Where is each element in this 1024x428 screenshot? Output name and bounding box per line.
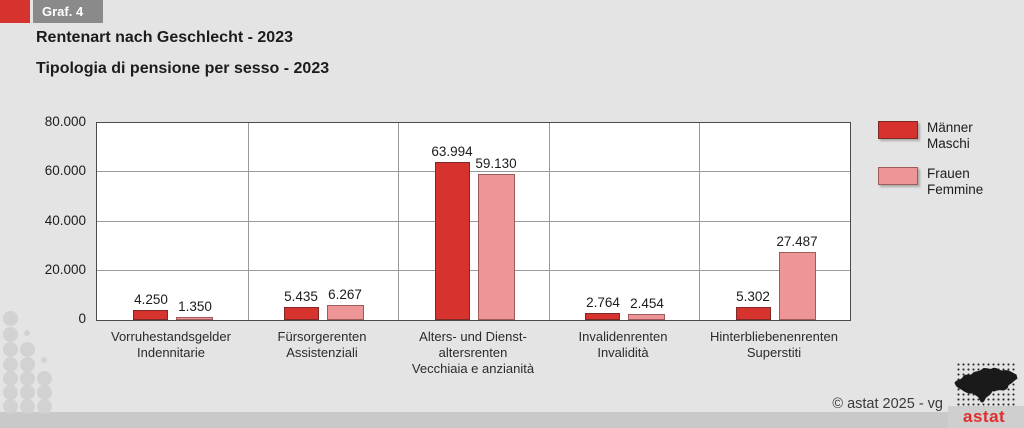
x-axis-category-label: Alters- und Dienst-altersrenten Vecchiaia… <box>398 329 548 377</box>
bar-maenner <box>284 307 319 320</box>
x-axis-category-line: Alters- und Dienst- <box>419 329 527 344</box>
bar-frauen <box>327 305 364 320</box>
south-tyrol-map-icon <box>954 367 1018 403</box>
chart-title-italian: Tipologia di pensione per sesso - 2023 <box>36 60 330 77</box>
x-axis-category-line: Vecchiaia e anzianità <box>411 361 535 376</box>
chart-title-german: Rentenart nach Geschlecht - 2023 <box>36 29 293 46</box>
x-axis-category-line: Invalidità <box>597 345 649 360</box>
x-axis-category-label: Invalidenrenten Invalidità <box>548 329 698 361</box>
astat-logo-band <box>948 406 1024 428</box>
category-separator <box>248 123 249 320</box>
legend-entry: Männer Maschi <box>878 120 983 152</box>
category-separator <box>699 123 700 320</box>
bar-value-label: 5.302 <box>736 289 770 304</box>
decorative-dot <box>20 342 35 357</box>
category-separator <box>549 123 550 320</box>
decorative-dot-small <box>41 357 47 363</box>
x-axis-category-line: Superstiti <box>746 345 802 360</box>
x-axis-category-label: Fürsorgerenten Assistenziali <box>247 329 397 361</box>
y-axis-tick-label: 20.000 <box>44 261 86 277</box>
x-axis-category-label: Hinterbliebenenrenten Superstiti <box>699 329 849 361</box>
legend-label-line: Maschi <box>927 136 970 151</box>
bar-maenner <box>585 313 620 320</box>
decorative-dot <box>3 327 18 342</box>
bar-value-label: 2.454 <box>630 296 664 311</box>
x-axis-category-line: Assistenziali <box>286 345 358 360</box>
red-accent-square <box>0 0 30 23</box>
x-axis-category-line: Hinterbliebenenrenten <box>710 329 838 344</box>
bar-value-label: 4.250 <box>134 292 168 307</box>
decorative-dot <box>20 385 35 400</box>
legend-swatch-frauen <box>878 167 918 185</box>
bar-value-label: 2.764 <box>586 295 620 310</box>
gridline <box>97 220 850 222</box>
decorative-dot <box>3 371 18 386</box>
decorative-dot <box>20 357 35 372</box>
bar-value-label: 59.130 <box>475 156 517 171</box>
legend-label-line: Frauen <box>927 166 970 181</box>
gridline <box>97 171 850 173</box>
decorative-dot <box>3 399 18 414</box>
legend-label-maenner: Männer Maschi <box>927 120 973 152</box>
plot-area: 4.250 5.435 63.994 2.764 5.302 1.350 6.267 59.1… <box>96 122 851 321</box>
bar-frauen <box>478 174 515 320</box>
decorative-dot-small <box>24 330 30 336</box>
astat-logo: astat <box>948 358 1024 428</box>
legend: Männer Maschi Frauen Femmine <box>878 120 983 212</box>
footer-band <box>0 412 1024 428</box>
bar-value-label: 6.267 <box>328 287 362 302</box>
bar-value-label: 1.350 <box>178 299 212 314</box>
graph-number-tag: Graf. 4 <box>33 0 103 23</box>
x-axis-category-line: Indennitarie <box>137 345 205 360</box>
decorative-dot <box>3 311 18 326</box>
bar-value-label: 5.435 <box>284 289 318 304</box>
decorative-dot <box>3 385 18 400</box>
x-axis-category-line: Invalidenrenten <box>578 329 668 344</box>
decorative-dot <box>3 342 18 357</box>
gridline <box>97 269 850 271</box>
decorative-dot <box>3 357 18 372</box>
y-axis-tick-label: 0 <box>78 311 86 326</box>
legend-swatch-maenner <box>878 121 918 139</box>
y-axis-tick-label: 40.000 <box>44 212 86 228</box>
x-axis-category-line: Fürsorgerenten <box>277 329 367 344</box>
y-axis-tick-label: 80.000 <box>44 114 86 129</box>
bar-frauen <box>779 252 816 320</box>
legend-entry: Frauen Femmine <box>878 166 983 198</box>
bar-frauen <box>628 314 665 320</box>
bar-maenner <box>435 162 470 320</box>
y-axis-tick-label: 60.000 <box>44 163 86 179</box>
bar-frauen <box>176 317 213 320</box>
copyright-text: © astat 2025 - vg <box>832 396 943 412</box>
decorative-dot <box>37 385 52 400</box>
decorative-dot <box>37 371 52 386</box>
x-axis-category-line: altersrenten <box>438 345 508 360</box>
x-axis-category-label: Vorruhestandsgelder Indennitarie <box>96 329 246 361</box>
legend-label-frauen: Frauen Femmine <box>927 166 983 198</box>
bar-value-label: 63.994 <box>431 144 473 159</box>
legend-label-line: Männer <box>927 120 973 135</box>
astat-logo-wordmark: astat <box>963 407 1006 426</box>
legend-label-line: Femmine <box>927 182 984 197</box>
decorative-dot <box>20 399 35 414</box>
decorative-dot <box>37 399 52 414</box>
bar-maenner <box>736 307 771 320</box>
decorative-dot <box>20 371 35 386</box>
category-separator <box>398 123 399 320</box>
x-axis-category-line: Vorruhestandsgelder <box>111 329 231 344</box>
bar-maenner <box>133 310 168 320</box>
bar-value-label: 27.487 <box>776 234 818 249</box>
